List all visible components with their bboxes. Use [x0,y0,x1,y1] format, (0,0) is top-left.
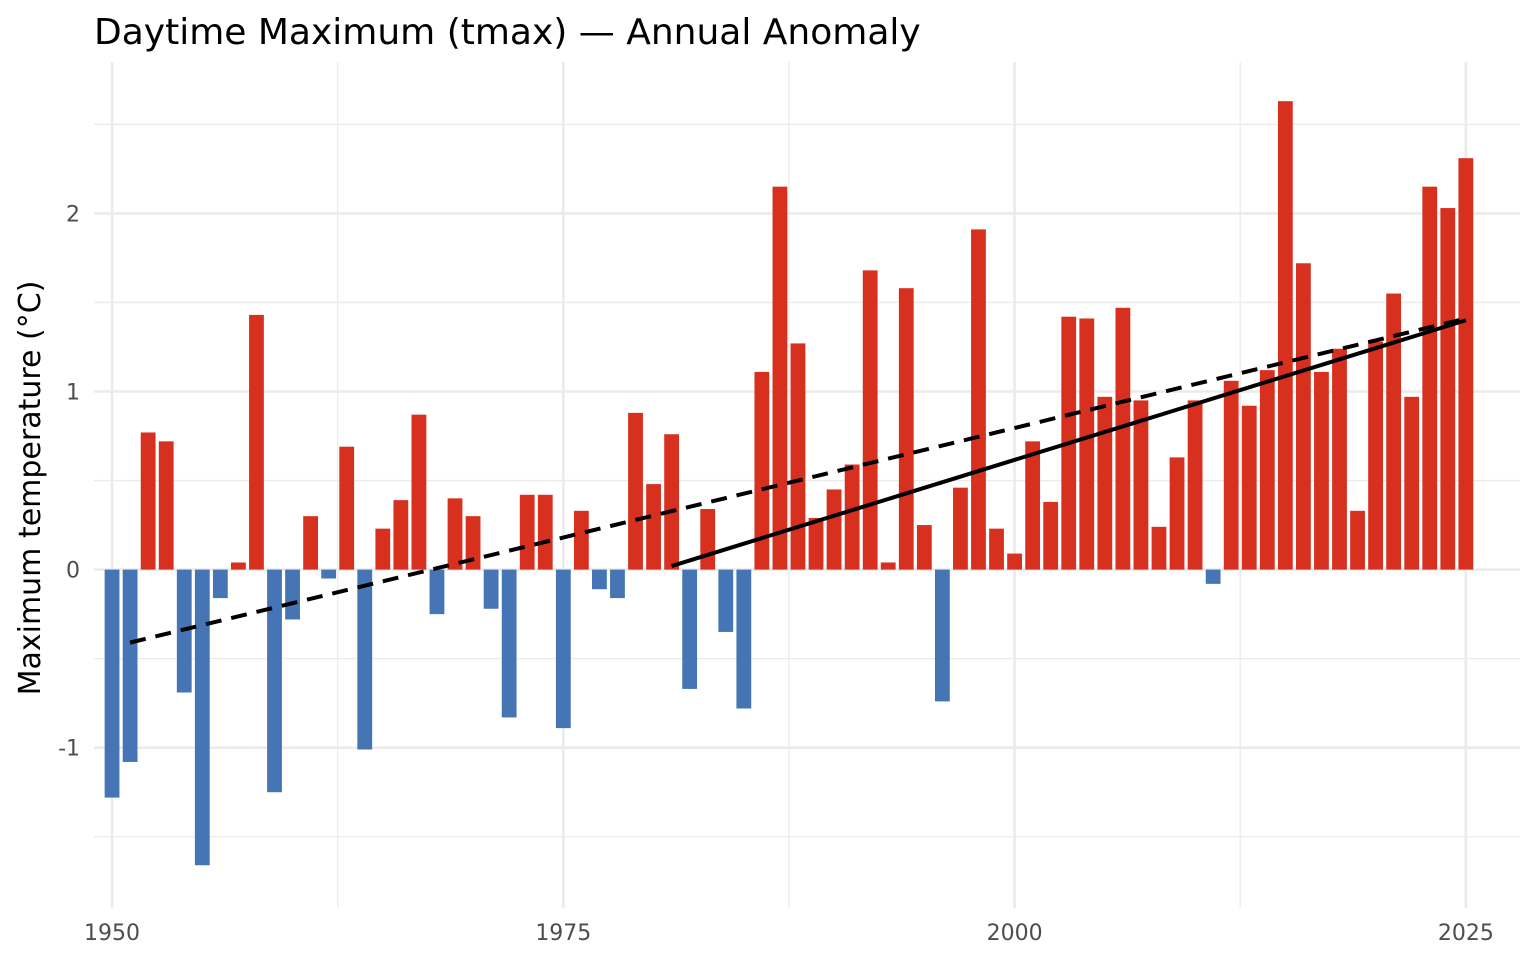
bar-1969 [447,498,463,570]
bar-1994 [898,288,914,570]
bar-1990 [826,489,842,570]
bar-2018 [1332,348,1347,570]
bar-1977 [592,569,607,590]
trend-lines [129,316,1467,645]
bar-1970 [465,516,481,570]
bar-2001 [1025,441,1041,570]
bar-1993 [880,562,896,570]
bar-1971 [483,569,499,609]
bar-1999 [989,528,1004,570]
bar-2017 [1314,371,1329,570]
bar-1995 [916,525,932,570]
chart-title: Daytime Maximum (tmax) — Annual Anomaly [94,12,921,53]
bar-1981 [664,434,680,570]
bar-1989 [808,517,824,570]
bar-2024 [1440,208,1456,570]
bar-1955 [194,569,210,866]
bar-2015 [1277,101,1293,570]
bar-1974 [537,494,553,570]
bar-1966 [393,500,409,570]
bar-1967 [411,414,427,570]
bar-2009 [1169,457,1185,570]
x-tick-label: 2025 [1438,921,1494,946]
bar-1976 [573,510,589,570]
bar-1968 [429,569,445,615]
bar-1985 [736,569,752,709]
bar-1980 [646,484,661,570]
bar-2023 [1422,186,1438,570]
bar-1975 [555,569,571,729]
bar-1998 [971,229,986,570]
bar-2013 [1241,405,1257,570]
bar-2004 [1079,318,1095,570]
bar-1986 [754,371,770,570]
x-tick-label: 1950 [84,921,140,946]
bar-2007 [1133,400,1149,570]
y-axis-ticks: -1 0 1 2 [58,202,80,761]
bar-1953 [158,441,174,570]
bar-1991 [844,464,860,570]
bar-1960 [285,569,300,620]
bar-2020 [1368,341,1383,570]
bar-2005 [1097,396,1113,570]
trend-line-solid [671,318,1467,568]
y-tick-label: 0 [66,559,80,584]
bar-2011 [1205,569,1221,584]
bar-1972 [501,569,517,718]
bar-1988 [790,343,806,570]
bar-1957 [231,562,246,570]
bar-1964 [357,569,373,750]
y-tick-label: -1 [58,737,80,762]
bar-1997 [953,487,968,570]
trend-line-dashed [129,316,1467,645]
x-axis-ticks: 1950 1975 2000 2025 [84,921,1494,946]
bar-2016 [1295,263,1311,570]
x-tick-label: 1975 [535,921,591,946]
bar-2008 [1151,526,1167,570]
bar-1982 [682,569,698,689]
bar-1950 [104,569,120,798]
bar-1956 [212,569,228,599]
bar-2002 [1043,501,1059,570]
bar-2019 [1350,510,1365,570]
bar-1978 [610,569,625,599]
bar-1951 [122,569,138,762]
bar-1952 [140,432,156,570]
bar-1979 [628,412,643,570]
y-axis-label: Maximum temperature (°C) [13,281,48,696]
bar-2022 [1404,396,1420,570]
y-tick-label: 1 [66,380,80,405]
bar-1992 [862,270,878,570]
bar-2010 [1187,400,1203,570]
bar-1973 [519,494,535,570]
bar-1983 [700,509,716,570]
bar-2012 [1223,380,1239,570]
x-tick-label: 2000 [987,921,1043,946]
bar-2021 [1386,293,1402,570]
bar-1958 [249,314,264,570]
bar-1962 [321,569,337,579]
bar-2014 [1259,370,1275,570]
bar-2006 [1115,307,1131,570]
y-tick-label: 2 [66,202,80,227]
bar-1963 [339,446,355,570]
bar-1984 [718,569,734,632]
bar-1961 [303,516,319,570]
bar-1987 [772,186,788,570]
bar-1965 [375,528,391,570]
bar-2025 [1458,158,1474,570]
bar-1996 [934,569,950,702]
bar-2000 [1007,553,1022,570]
bar-1959 [267,569,282,793]
